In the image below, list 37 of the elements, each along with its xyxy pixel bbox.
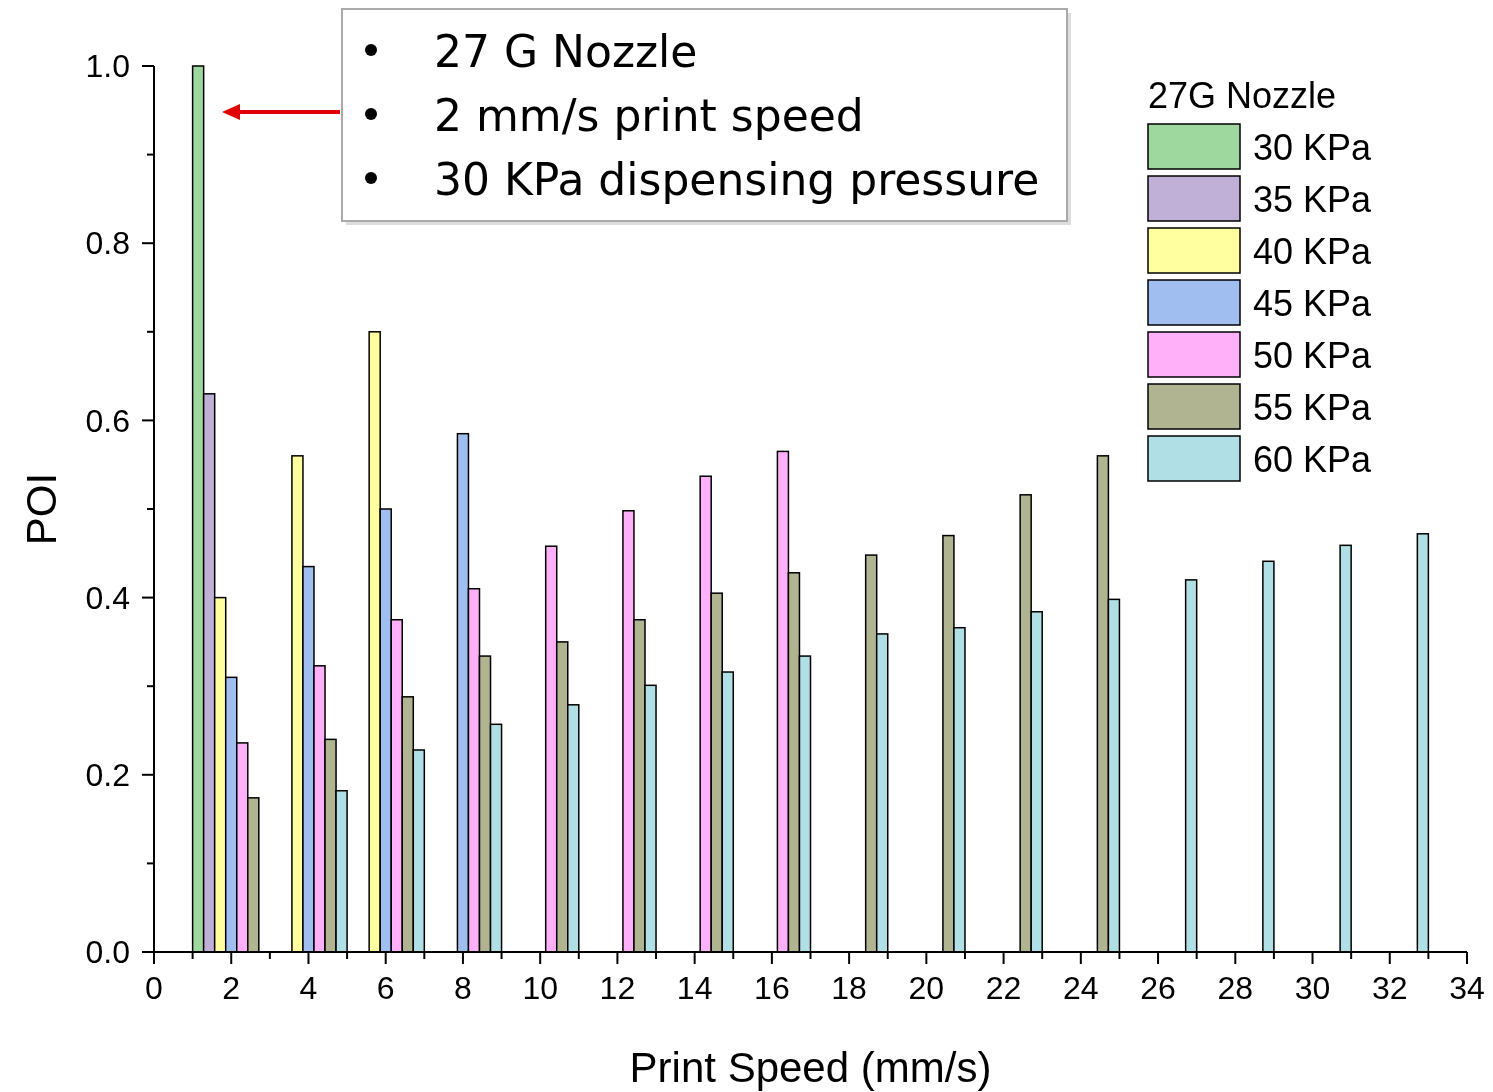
x-tick-label: 0 xyxy=(145,970,163,1006)
x-tick-label: 24 xyxy=(1063,970,1099,1006)
x-tick-label: 28 xyxy=(1217,970,1254,1006)
legend-label: 50 KPa xyxy=(1253,334,1373,376)
y-axis-title: POI xyxy=(18,472,65,546)
x-tick-label: 22 xyxy=(985,970,1022,1006)
y-tick-label: 0.4 xyxy=(85,579,130,616)
x-tick-label: 26 xyxy=(1140,970,1176,1006)
legend-label: 30 KPa xyxy=(1253,126,1373,168)
x-tick-label: 10 xyxy=(522,970,558,1006)
legend-label: 35 KPa xyxy=(1253,178,1373,220)
legend-label: 55 KPa xyxy=(1253,386,1373,428)
x-tick-label: 14 xyxy=(676,970,713,1006)
x-tick-label: 12 xyxy=(599,970,636,1006)
x-tick-label: 20 xyxy=(908,970,945,1006)
x-tick-label: 8 xyxy=(454,970,472,1006)
y-tick-label: 0.2 xyxy=(85,757,130,793)
y-tick-label: 0.0 xyxy=(85,934,130,971)
x-tick-label: 16 xyxy=(754,970,790,1006)
x-axis-title: Print Speed (mm/s) xyxy=(629,1044,992,1091)
x-tick-label: 30 xyxy=(1294,970,1331,1006)
legend-label: 60 KPa xyxy=(1253,438,1373,480)
y-tick-label: 1.0 xyxy=(85,48,130,85)
annotation: 30 KPa dispensing pressure xyxy=(434,154,1040,205)
legend-label: 40 KPa xyxy=(1253,230,1373,272)
x-tick-label: 4 xyxy=(299,970,318,1006)
x-tick-label: 6 xyxy=(376,970,395,1006)
x-tick-label: 34 xyxy=(1449,970,1485,1006)
annotation: 2 mm/s print speed xyxy=(434,90,864,141)
y-tick-label: 0.6 xyxy=(85,402,130,439)
x-tick-label: 2 xyxy=(222,970,241,1006)
legend-title: 27G Nozzle xyxy=(1148,75,1337,116)
y-tick-label: 0.8 xyxy=(85,225,130,262)
x-tick-label: 18 xyxy=(831,970,867,1006)
x-tick-label: 32 xyxy=(1371,970,1408,1006)
legend-label: 45 KPa xyxy=(1253,282,1373,324)
annotation: 27 G Nozzle xyxy=(434,26,698,77)
